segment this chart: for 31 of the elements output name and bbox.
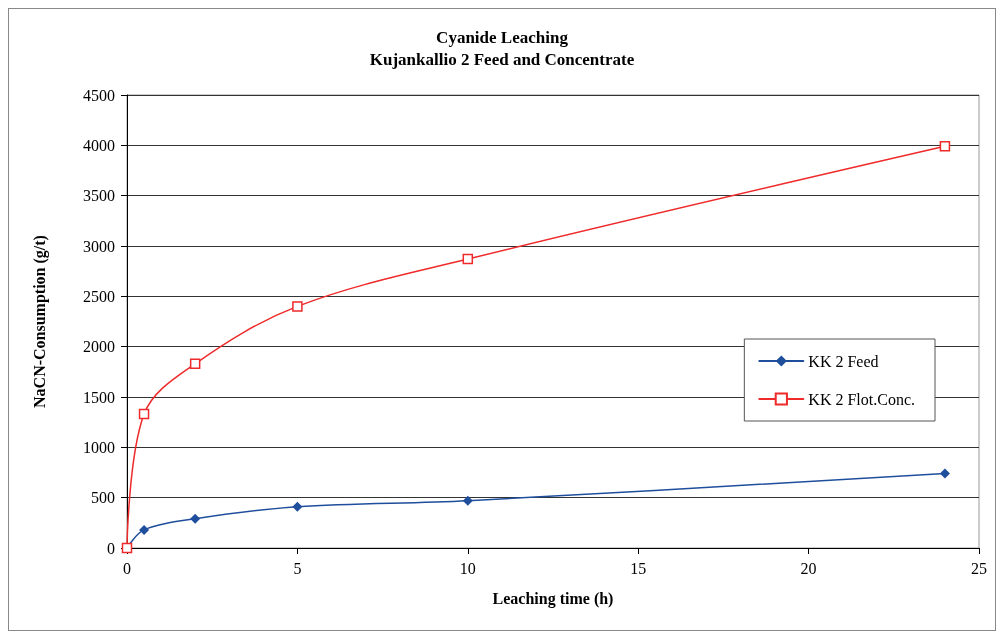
x-tick-label: 25	[971, 559, 987, 577]
point	[190, 513, 201, 524]
y-tick-label: 3500	[83, 187, 115, 205]
x-tick-label: 0	[123, 559, 131, 577]
chart-title: Cyanide Leaching Kujankallio 2 Feed and Concentrate	[369, 27, 635, 69]
y-axis-title: NaCN-Consumption (g/t)	[30, 235, 49, 408]
y-tick-label: 4000	[83, 136, 115, 154]
point	[462, 253, 474, 265]
point	[138, 408, 150, 420]
y-tick-label: 500	[91, 489, 115, 507]
point	[939, 468, 950, 479]
y-tick-label: 3000	[83, 237, 115, 255]
x-tick-label: 5	[293, 559, 302, 577]
point	[462, 495, 473, 506]
point	[139, 524, 150, 535]
point	[292, 301, 303, 312]
y-tick-label: 0	[107, 539, 115, 557]
x-tick-label: 20	[800, 559, 817, 577]
y-tick-label: 1000	[83, 438, 115, 456]
y-tick-label: 2500	[83, 287, 115, 305]
legend-label: KK 2 Feed	[808, 352, 879, 370]
point	[292, 501, 303, 512]
x-tick-label: 10	[459, 559, 476, 577]
y-tick-label: 4500	[83, 86, 115, 104]
y-tick-label: 2000	[83, 338, 115, 356]
y-tick-label: 1500	[83, 388, 115, 406]
x-axis-title: Leaching time (h)	[492, 589, 614, 608]
point	[189, 358, 201, 370]
x-tick-label: 15	[630, 559, 647, 577]
legend-label: KK 2 Flot.Conc.	[808, 390, 915, 408]
point	[939, 141, 951, 152]
